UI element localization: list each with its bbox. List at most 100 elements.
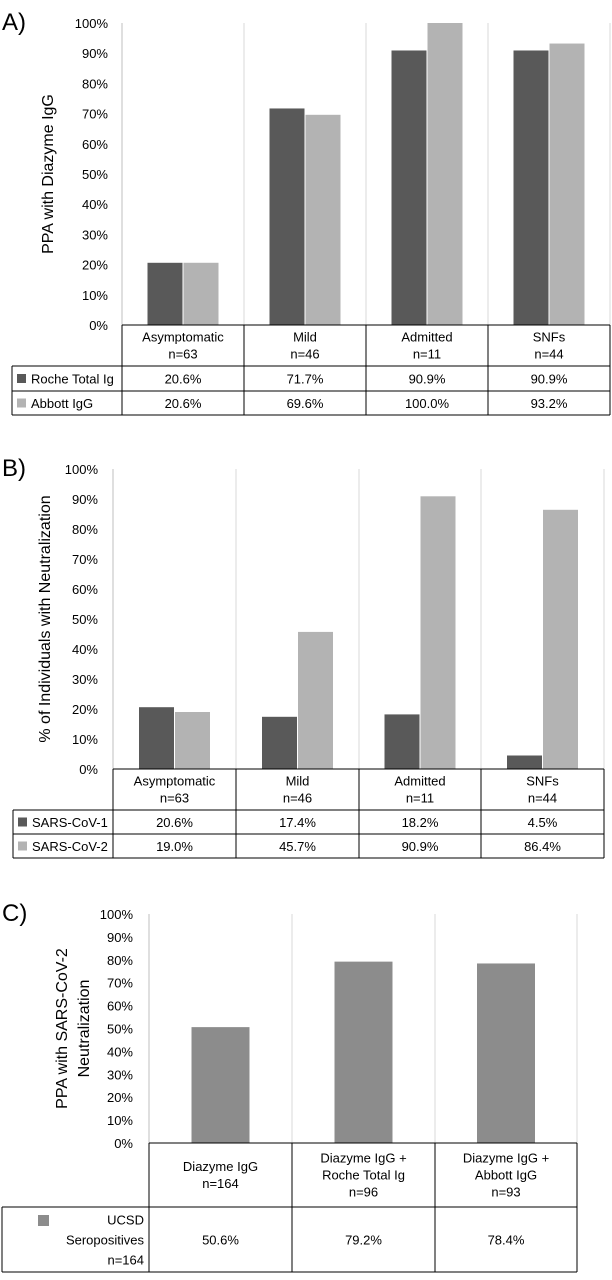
panel-b-series-name: SARS-CoV-1 (32, 815, 108, 830)
panel-a-bar (391, 50, 427, 326)
panel-b-bar (543, 509, 578, 769)
panel-a-bar (305, 114, 341, 325)
panel-c-ytick-label: 60% (107, 999, 133, 1014)
panel-b-ytick-label: 10% (72, 732, 98, 747)
panel-a-data-label: 20.6% (165, 372, 202, 387)
panel-b-ylabel: % of Individuals with Neutralization (37, 495, 54, 742)
panel-c-series-name: Seropositives (66, 1233, 145, 1248)
panel-b-ytick-label: 30% (72, 672, 98, 687)
panel-a-bar (147, 262, 183, 325)
panel-c-ylabel: PPA with SARS-CoV-2 (54, 948, 71, 1109)
panel-a-series-name: Roche Total Ig (31, 372, 114, 387)
panel-c-category-label: Diazyme IgG + (320, 1151, 406, 1166)
panel-a-ytick-label: 10% (82, 288, 108, 303)
panel-a-bar (269, 108, 305, 325)
panel-c-category-label: n=96 (349, 1185, 378, 1200)
panel-a-bar (427, 23, 463, 325)
panel-a-data-label: 69.6% (287, 396, 324, 411)
panel-a-category-label: n=46 (290, 347, 319, 362)
panel-c-category-label: Diazyme IgG (183, 1159, 258, 1174)
panel-c-category-label: n=164 (202, 1176, 239, 1191)
panel-a-category-label: Asymptomatic (142, 330, 224, 345)
panel-c-ytick-label: 70% (107, 976, 133, 991)
panel-a-label: A) (2, 9, 26, 36)
panel-c-category-label: Diazyme IgG + (463, 1151, 549, 1166)
panel-c-series-name: n=164 (107, 1253, 144, 1268)
panel-b-category-label: Asymptomatic (134, 774, 216, 789)
panel-a-ytick-label: 0% (89, 318, 108, 333)
panel-b-category-label: n=46 (283, 791, 312, 806)
panel-b-data-label: 90.9% (402, 839, 439, 854)
panel-a-data-label: 93.2% (531, 396, 568, 411)
panel-b-data-label: 18.2% (402, 815, 439, 830)
panel-a-ytick-label: 90% (82, 46, 108, 61)
panel-b-bar (175, 712, 210, 769)
panel-a-ylabel: PPA with Diazyme IgG (40, 94, 57, 254)
panel-c-data-label: 78.4% (488, 1233, 525, 1248)
panel-b-ytick-label: 20% (72, 702, 98, 717)
panel-c-ytick-label: 50% (107, 1022, 133, 1037)
panel-a-ytick-label: 70% (82, 107, 108, 122)
panel-b-category-label: n=63 (160, 791, 189, 806)
panel-b-ytick-label: 80% (72, 522, 98, 537)
panel-a-category-label: Admitted (401, 330, 452, 345)
panel-a-data-label: 20.6% (165, 396, 202, 411)
panel-c-ylabel: Neutralization (76, 980, 93, 1078)
panel-b-category-label: Admitted (394, 774, 445, 789)
panel-c-ytick-label: 40% (107, 1044, 133, 1059)
panel-b-data-label: 20.6% (156, 815, 193, 830)
panel-b-bar (262, 716, 297, 769)
panel-a-ytick-label: 20% (82, 258, 108, 273)
panel-c-bar (334, 961, 393, 1143)
panel-b-bar (384, 714, 420, 769)
panel-c-ytick-label: 30% (107, 1067, 133, 1082)
panel-c-bar (477, 963, 535, 1143)
panel-a-ytick-label: 40% (82, 197, 108, 212)
panel-c-ytick-label: 100% (100, 907, 134, 922)
panel-c-legend-swatch (38, 1215, 49, 1226)
panel-b-data-label: 86.4% (524, 839, 561, 854)
panel-c-data-label: 50.6% (202, 1233, 239, 1248)
panel-b-ytick-label: 70% (72, 552, 98, 567)
panel-b-data-label: 45.7% (279, 839, 316, 854)
panel-b-category-label: SNFs (526, 774, 559, 789)
panel-b-category-label: n=11 (406, 791, 434, 806)
panel-c-ytick-label: 80% (107, 953, 133, 968)
panel-a-series-name: Abbott IgG (31, 396, 93, 411)
panel-c-ytick-label: 20% (107, 1090, 133, 1105)
panel-b-ytick-label: 90% (72, 492, 98, 507)
panel-a-bar (549, 43, 585, 325)
panel-b-data-label: 19.0% (156, 839, 193, 854)
panel-b-ytick-label: 40% (72, 642, 98, 657)
panel-b-bar (420, 496, 456, 769)
panel-b-bar (139, 707, 174, 769)
panel-b-ytick-label: 0% (79, 762, 98, 777)
panel-a-data-label: 71.7% (287, 372, 324, 387)
panel-b-ytick-label: 60% (72, 582, 98, 597)
panel-b-legend-swatch (18, 817, 27, 827)
panel-c-category-label: n=93 (491, 1185, 520, 1200)
panel-a-category-label: Mild (293, 330, 317, 345)
panel-c-category-label: Roche Total Ig (322, 1168, 405, 1183)
panel-c-series-name: UCSD (107, 1213, 144, 1228)
panel-a-category-label: n=11 (413, 347, 441, 362)
panel-a-data-label: 90.9% (409, 372, 446, 387)
panel-a-ytick-label: 30% (82, 227, 108, 242)
panel-c-ytick-label: 0% (114, 1136, 133, 1151)
panel-c-bar (191, 1027, 250, 1143)
panel-b-data-label: 4.5% (528, 815, 558, 830)
panel-a-category-label: n=63 (168, 347, 197, 362)
panel-a-category-label: n=44 (534, 347, 563, 362)
panel-a-data-label: 100.0% (405, 396, 450, 411)
panel-c-ytick-label: 10% (107, 1113, 133, 1128)
panel-b-category-label: n=44 (528, 791, 557, 806)
panel-a-category-label: SNFs (533, 330, 566, 345)
panel-a-ytick-label: 60% (82, 137, 108, 152)
panel-b-category-label: Mild (286, 774, 310, 789)
panel-b-data-label: 17.4% (279, 815, 316, 830)
panel-a-legend-swatch (17, 398, 26, 408)
panel-b-ytick-label: 100% (65, 462, 99, 477)
panel-c-label: C) (2, 900, 27, 927)
panel-a-legend-swatch (17, 374, 26, 383)
